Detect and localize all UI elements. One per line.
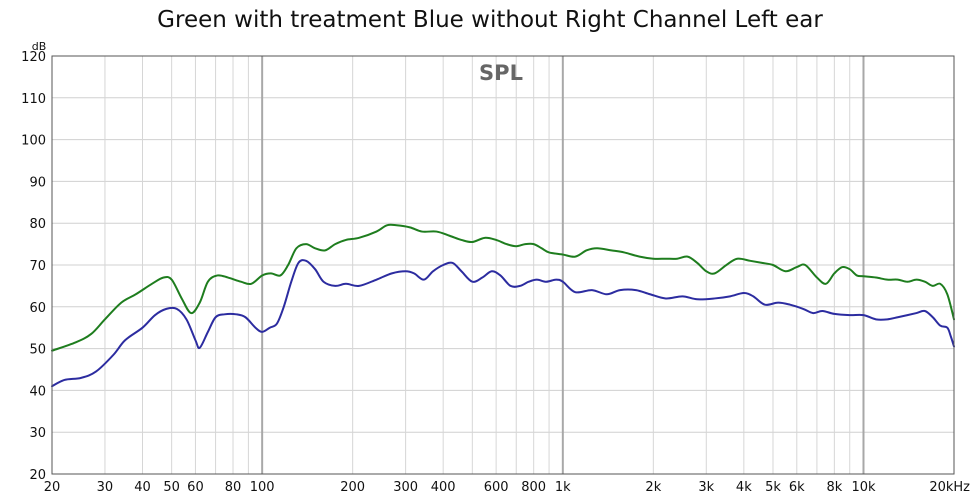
y-tick-label: 50 — [29, 343, 46, 358]
x-tick-label: 60 — [187, 480, 204, 495]
inner-title: SPL — [479, 61, 523, 85]
x-tick-label: 200 — [340, 480, 365, 495]
x-tick-label: 6k — [789, 480, 805, 495]
x-tick-label: 10k — [851, 480, 876, 495]
x-tick-label: 2k — [645, 480, 661, 495]
x-tick-label: 800 — [521, 480, 546, 495]
x-tick-label: 1k — [555, 480, 571, 495]
x-tick-label: 4k — [736, 480, 752, 495]
x-tick-label: 600 — [484, 480, 509, 495]
y-tick-label: 70 — [29, 259, 46, 274]
y-tick-label: 80 — [29, 217, 46, 232]
x-tick-label: 400 — [431, 480, 456, 495]
x-tick-label: 80 — [225, 480, 242, 495]
series-lines — [51, 223, 955, 388]
x-tick-label: 40 — [134, 480, 151, 495]
y-tick-label: 40 — [29, 384, 46, 399]
y-tick-label: 120 — [21, 50, 46, 65]
x-tick-label: 20kHz — [929, 480, 970, 495]
x-tick-label: 50 — [163, 480, 180, 495]
y-tick-label: 20 — [29, 468, 46, 483]
plot-frame — [51, 55, 955, 475]
x-tick-label: 100 — [250, 480, 275, 495]
x-tick-label: 5k — [765, 480, 781, 495]
x-tick-label: 20 — [44, 480, 61, 495]
x-tick-label: 8k — [826, 480, 842, 495]
x-tick-label: 300 — [393, 480, 418, 495]
y-axis-unit: dB — [32, 40, 47, 53]
x-tick-labels: 20 30 40 50 60 80 100 200 300 400 600 800 1k 2k 3k 4k 5k… — [44, 480, 970, 495]
series-line-blue — [51, 259, 955, 388]
grid — [51, 55, 955, 475]
y-tick-label: 30 — [29, 426, 46, 441]
y-tick-label: 60 — [29, 301, 46, 316]
chart-title: Green with treatment Blue without Right … — [157, 7, 823, 33]
y-tick-label: 110 — [21, 92, 46, 107]
y-tick-labels: 20 30 40 50 60 70 80 90 100 110 120 — [21, 50, 46, 483]
x-tick-label: 30 — [97, 480, 114, 495]
series-line-green — [51, 223, 955, 352]
x-tick-label: 3k — [698, 480, 714, 495]
y-tick-label: 100 — [21, 134, 46, 149]
y-tick-label: 90 — [29, 175, 46, 190]
